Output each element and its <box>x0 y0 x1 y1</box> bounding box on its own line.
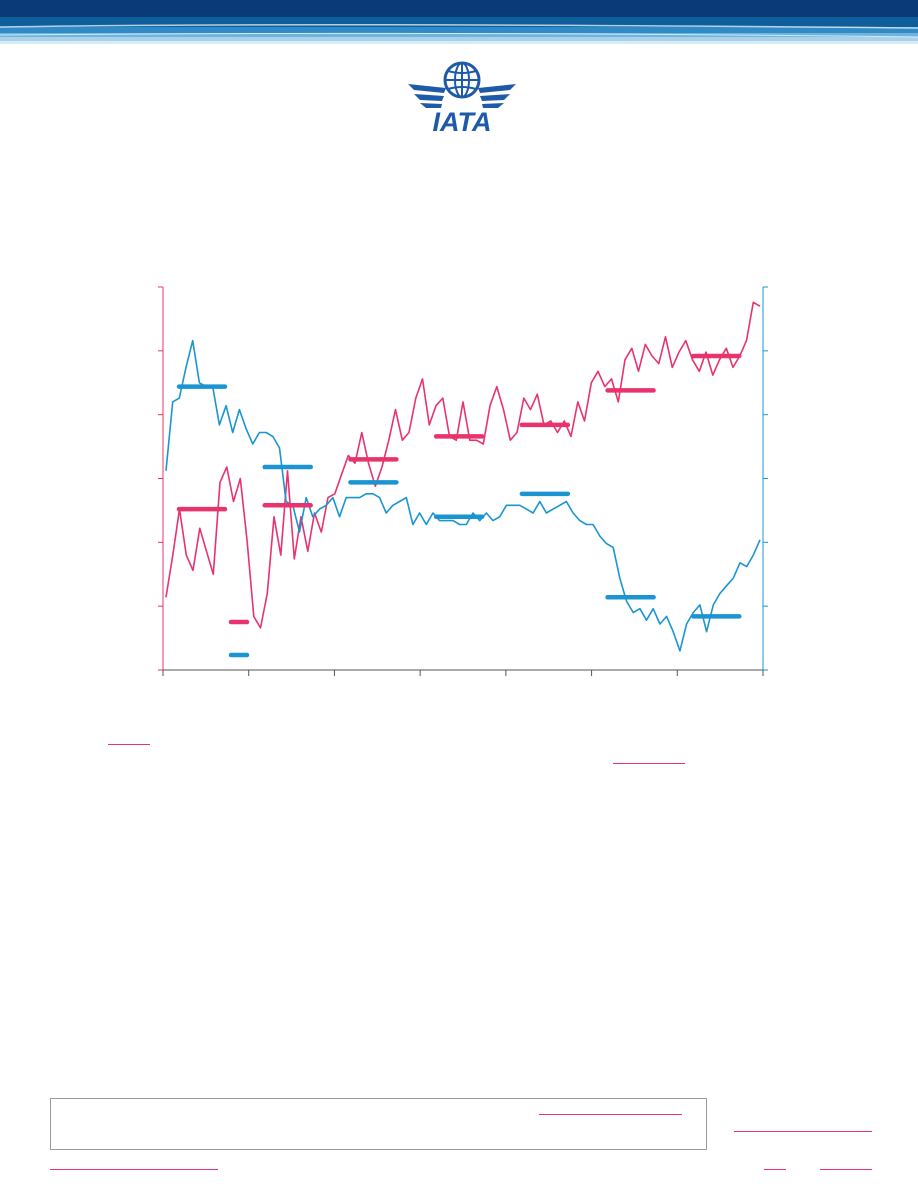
link-underline[interactable] <box>50 1169 218 1170</box>
series-layer <box>165 301 761 652</box>
series-line-blue <box>165 339 761 652</box>
wings-icon <box>408 84 516 108</box>
globe-icon <box>443 61 481 99</box>
link-underline[interactable] <box>820 1169 872 1170</box>
link-underline[interactable] <box>539 1114 682 1115</box>
series-line-pink <box>165 301 761 629</box>
average-bars-layer <box>176 353 742 619</box>
link-underline[interactable] <box>734 1131 872 1132</box>
link-underline[interactable] <box>108 744 150 745</box>
link-underline[interactable] <box>613 763 685 764</box>
link-underline[interactable] <box>764 1169 786 1170</box>
legend <box>228 619 250 658</box>
logo-text: IATA <box>433 107 492 134</box>
iata-logo: IATA <box>406 58 518 137</box>
dual-axis-line-chart <box>158 286 768 676</box>
chart-axes <box>158 286 768 676</box>
footer-box <box>50 1098 707 1150</box>
top-banner <box>0 0 918 44</box>
